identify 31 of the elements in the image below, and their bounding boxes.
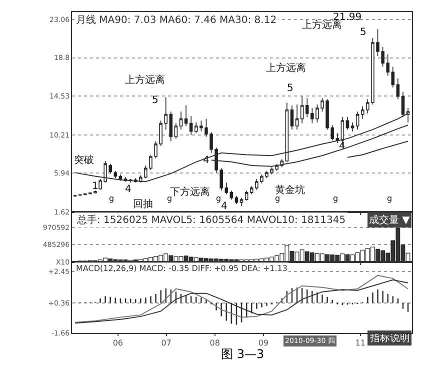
annotation: 上方远离 [302,19,342,31]
annotation: 上方远离 [125,74,165,86]
annotation: 成交量 ▼ [369,214,410,226]
annotation: 4 [203,155,210,166]
annotation: 上方远离 [266,62,306,74]
annotation: g [333,194,338,203]
chart-title: 月线 MA90: 7.03 MA60: 7.46 MA30: 8.12 [76,14,277,26]
annotation: 下方远离 [170,186,210,198]
x-tick-label: 11 [355,338,366,348]
annotation: 回抽 [133,198,153,210]
annotation: g [167,194,172,203]
annotation: 1 [92,181,98,192]
annotation: g [387,194,392,203]
chart-title: 总手: 1526025 MAVOL5: 1605564 MAVOL10: 1811345 [76,214,346,226]
x-tick-label: 06 [112,338,124,348]
annotation: g [275,194,280,203]
annotation: 5 [287,83,294,94]
x-tick-label: 07 [161,338,172,348]
chart-title: MACD(12,26,9) MACD: -0.35 DIFF: +0.95 DEA: +1.13 [76,264,288,273]
annotation: 突破 [74,154,94,166]
x-tick-label: 09 [258,338,269,348]
x-tick-label: 08 [210,338,220,348]
annotation: 4 [339,141,346,152]
annotation: g [216,194,222,203]
annotation: 黄金坑 [275,184,305,196]
annotation: 4 [125,184,132,195]
annotation: 4 [221,201,228,212]
annotation: g [109,194,114,203]
annotation: 5 [360,27,366,38]
caption: 图 3—3 [221,347,264,361]
annotation: 5 [152,95,158,106]
